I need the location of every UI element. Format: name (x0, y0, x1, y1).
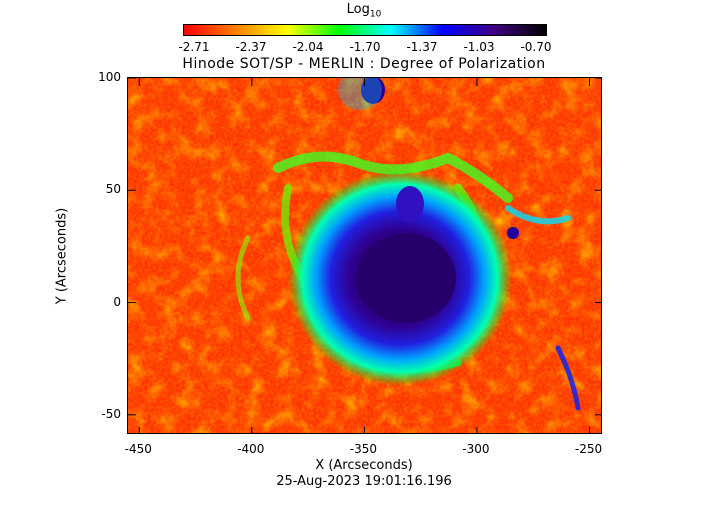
x-tick-label: -450 (124, 442, 152, 456)
pore-top (361, 78, 385, 104)
timestamp: 25-Aug-2023 19:01:16.196 (276, 474, 452, 489)
colorbar-tick-label: -0.70 (520, 40, 552, 54)
x-axis-label: X (Arcseconds) (315, 458, 413, 473)
colorbar-title: Log10 (346, 2, 382, 20)
x-tick-label: -350 (349, 442, 377, 456)
y-tick-label: -50 (101, 406, 121, 421)
pore-right (507, 227, 519, 239)
x-tick-label: -250 (574, 442, 603, 456)
colorbar-tick-label: -1.37 (406, 40, 438, 54)
colorbar-tick-label: -1.70 (349, 40, 381, 54)
y-tick-label: 100 (98, 70, 121, 84)
colorbar-tick-label: -1.03 (463, 40, 495, 54)
y-tick-label: 50 (105, 182, 121, 197)
colorbar (183, 24, 547, 36)
pore-halo (338, 78, 382, 110)
x-tick-label: -300 (462, 442, 490, 456)
sunspot-umbra (356, 233, 456, 323)
polarization-map (127, 77, 602, 434)
pore-upper (396, 186, 424, 222)
colorbar-tick-label: -2.37 (235, 40, 267, 54)
colorbar-tick-label: -2.04 (292, 40, 324, 54)
x-tick-label: -400 (237, 442, 265, 456)
y-tick-label: 0 (113, 294, 121, 309)
plot-title: Hinode SOT/SP - MERLIN : Degree of Polar… (182, 56, 546, 72)
y-axis-label: Y (Arcseconds) (54, 207, 70, 305)
colorbar-tick-label: -2.71 (178, 40, 210, 54)
polarization-image (128, 78, 601, 433)
